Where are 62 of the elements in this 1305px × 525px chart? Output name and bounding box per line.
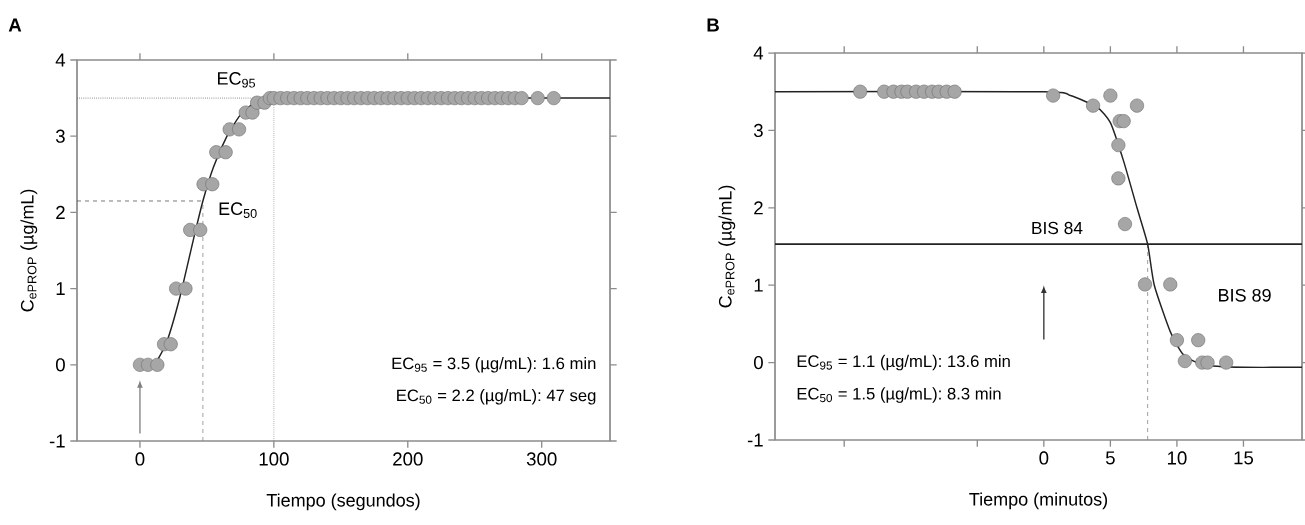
line-series [774, 90, 1303, 369]
x-tick-label: 300 [526, 452, 557, 466]
point [1111, 138, 1126, 153]
annotation: EC$_{95}$ = 1.1 (µg/mL): 13.6 min [797, 354, 1010, 371]
annotation: BIS 89 [1219, 288, 1271, 302]
point [205, 177, 220, 192]
annotation: EC$_{50}$ = 2.2 (µg/mL): 47 seg [397, 389, 596, 405]
point [1111, 171, 1126, 186]
annotation: EC$_{95}$ = 3.5 (µg/mL): 1.6 min [392, 357, 596, 373]
y-tick-label: 2 [56, 205, 65, 219]
y-tick-label: 1 [754, 278, 763, 292]
annotation: EC$_{95}$ [218, 72, 256, 88]
point [1163, 277, 1178, 292]
point [1200, 355, 1215, 370]
y-tick-label: 3 [55, 129, 65, 143]
point [1137, 277, 1152, 292]
x-tick-label: 5 [1105, 451, 1115, 465]
point [1129, 98, 1144, 113]
point [1046, 88, 1061, 103]
point [1116, 114, 1131, 129]
point [150, 357, 165, 372]
y-axis-title: C$_{ePROP}$ (µg/mL) [718, 185, 736, 308]
x-tick-label: 0 [135, 452, 145, 466]
y-tick-label: -1 [49, 434, 65, 448]
point [1177, 354, 1192, 369]
point [947, 84, 962, 99]
x-axis-title: Tiempo (minutos) [969, 492, 1108, 510]
point [193, 222, 208, 237]
annotation: EC$_{50}$ = 1.5 (µg/mL): 8.3 min [797, 387, 1001, 403]
point [530, 91, 545, 106]
point [546, 91, 561, 106]
y-tick-label: 4 [55, 53, 66, 67]
y-axis-title: C$_{ePROP}$ (µg/mL) [20, 189, 38, 312]
point [163, 337, 178, 352]
y-tick-label: 4 [753, 46, 764, 60]
point [1103, 88, 1118, 103]
annotation: EC$_{50}$ [219, 202, 257, 218]
point [1169, 333, 1184, 348]
point [178, 281, 193, 296]
x-tick-label: 200 [393, 452, 423, 466]
y-tick-label: 0 [55, 358, 65, 372]
point [1118, 217, 1133, 232]
y-tick-label: -1 [747, 433, 763, 447]
x-tick-label: 100 [259, 452, 289, 466]
chart-title: B [707, 18, 719, 32]
y-tick-label: 3 [753, 123, 763, 138]
x-tick-label: 10 [1167, 451, 1187, 465]
y-tick-label: 1 [56, 282, 65, 296]
point [853, 84, 868, 99]
point [1086, 98, 1101, 113]
ref-line-label: BIS 84 [1032, 221, 1083, 235]
y-tick-label: 0 [753, 355, 763, 370]
point [514, 91, 529, 106]
point [232, 122, 247, 137]
point [1191, 333, 1206, 348]
x-tick-label: 15 [1234, 451, 1254, 465]
x-axis-title: Tiempo (segundos) [266, 493, 420, 511]
y-tick-label: 2 [754, 201, 763, 215]
point [218, 145, 233, 160]
point [1219, 355, 1234, 370]
chart-title: A [8, 18, 22, 32]
x-tick-label: 0 [1039, 451, 1049, 465]
